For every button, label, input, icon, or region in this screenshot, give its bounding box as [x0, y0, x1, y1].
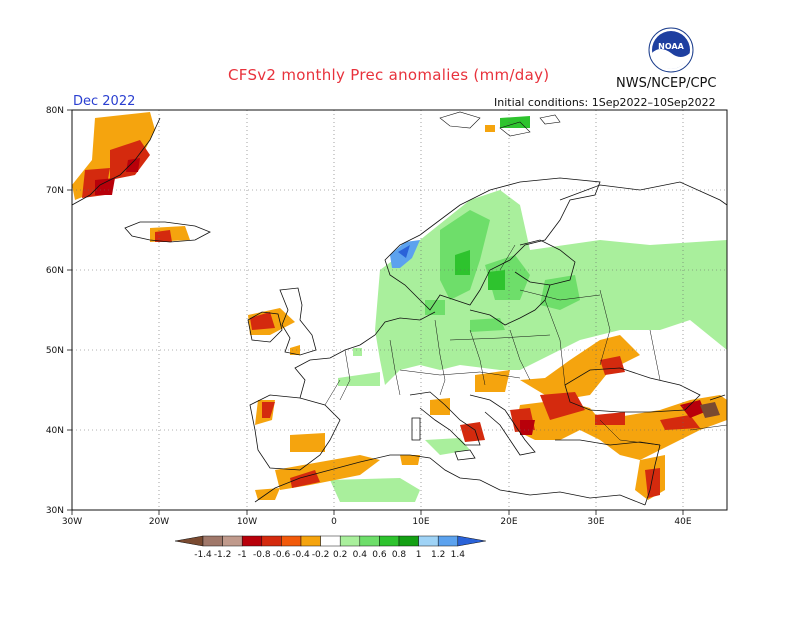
colorbar-label: -0.2: [312, 550, 330, 560]
arctic-islands: [439, 111, 561, 137]
colorbar-swatch: [339, 535, 361, 547]
colorbar-swatch: [261, 535, 282, 547]
colorbar: -1.4 -1.2 -1 -0.8 -0.6 -0.4 -0.2 0.2 0.4 0.6 0.8 1 1…: [174, 535, 486, 560]
brown-anomaly: [700, 402, 720, 418]
initial-conditions: Initial conditions: 1Sep2022–10Sep2022: [494, 96, 716, 109]
colorbar-label: 0.2: [333, 550, 347, 560]
lat-label: 60N: [46, 266, 64, 276]
colorbar-swatch: [222, 535, 243, 547]
colorbar-label: -1: [238, 550, 247, 560]
colorbar-label: 1.2: [431, 550, 445, 560]
lon-label: 20E: [500, 517, 517, 527]
map-frame: [71, 109, 728, 511]
lat-label: 30N: [46, 506, 64, 516]
lon-label: 0: [331, 517, 337, 527]
lon-label: 30W: [62, 517, 82, 527]
colorbar-swatch: [202, 535, 223, 547]
lon-label: 40E: [674, 517, 691, 527]
colorbar-label: -1.2: [214, 550, 232, 560]
colorbar-swatch: [398, 535, 419, 547]
map-body: [72, 111, 727, 506]
blue-anomaly: [390, 240, 420, 268]
colorbar-low-arrow: [174, 535, 204, 547]
graticule: [72, 110, 727, 510]
extreme-negative-fields: [95, 158, 705, 435]
strong-positive-fields: [455, 116, 530, 290]
colorbar-label: 1: [416, 550, 422, 560]
lon-label: 30E: [587, 517, 604, 527]
colorbar-label: -0.4: [292, 550, 310, 560]
colorbar-label: -1.4: [194, 550, 212, 560]
svg-text:NOAA: NOAA: [658, 42, 684, 51]
colorbar-swatch: [359, 535, 380, 547]
colorbar-swatch: [379, 535, 400, 547]
colorbar-swatch: [281, 535, 302, 547]
colorbar-swatch: [418, 535, 439, 547]
colorbar-label: 0.8: [392, 550, 407, 560]
colorbar-high-arrow: [457, 535, 486, 547]
colorbar-label: 1.4: [451, 550, 466, 560]
colorbar-label: -0.6: [273, 550, 291, 560]
latitude-labels: 80N 70N 60N 50N 40N 30N: [46, 106, 64, 516]
colorbar-label: -0.8: [253, 550, 271, 560]
longitude-labels: 30W 20W 10W 0 10E 20E 30E 40E: [62, 517, 692, 527]
lat-label: 40N: [46, 426, 64, 436]
noaa-logo: NOAA: [648, 27, 694, 73]
agency-label: NWS/NCEP/CPC: [616, 76, 717, 91]
colorbar-label: 0.6: [372, 550, 387, 560]
colorbar-swatch: [437, 535, 459, 547]
colorbar-swatch: [320, 535, 341, 547]
country-borders: [324, 244, 727, 446]
coastlines: [72, 117, 727, 506]
colorbar-swatch: [300, 535, 321, 547]
lat-label: 80N: [46, 106, 64, 116]
map-title: CFSv2 monthly Prec anomalies (mm/day): [228, 66, 550, 84]
colorbar-swatch: [241, 535, 263, 547]
lat-label: 70N: [46, 186, 64, 196]
lon-label: 20W: [149, 517, 169, 527]
lon-label: 10E: [412, 517, 429, 527]
lon-label: 10W: [237, 517, 257, 527]
colorbar-label: 0.4: [353, 550, 368, 560]
lat-label: 50N: [46, 346, 64, 356]
axis-ticks: [67, 109, 684, 515]
forecast-month: Dec 2022: [73, 94, 136, 109]
